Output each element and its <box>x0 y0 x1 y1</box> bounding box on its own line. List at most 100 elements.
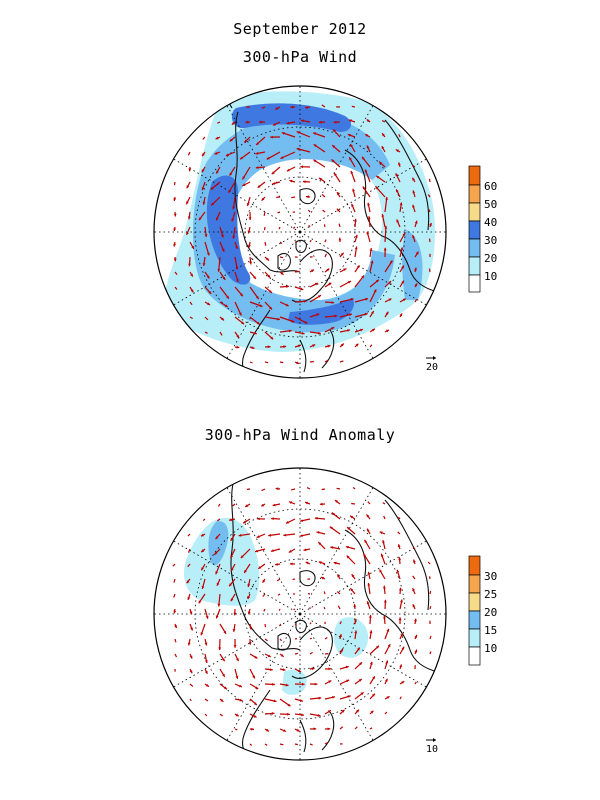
wind-vector-head <box>367 216 371 219</box>
wind-vector <box>278 608 281 611</box>
wind-vector <box>187 151 191 156</box>
wind-vector <box>292 578 296 581</box>
wind-vector-head <box>211 202 215 206</box>
wind-vector-head <box>249 261 253 265</box>
colorbar-label: 20 <box>484 252 497 265</box>
wind-vector-head <box>287 703 291 707</box>
wind-vector-head <box>359 662 362 666</box>
wind-vector-head <box>275 563 278 566</box>
wind-vector-head <box>239 684 242 688</box>
wind-vector-head <box>206 252 210 256</box>
wind-vector-head <box>204 660 208 663</box>
wind-vector-head <box>285 303 289 307</box>
wind-vector-head <box>270 336 274 340</box>
wind-vector-head <box>229 583 232 587</box>
wind-vector-head <box>204 234 208 237</box>
wind-vector-head <box>379 161 383 165</box>
wind-vector-head <box>401 265 404 269</box>
wind-vector-head <box>364 539 368 543</box>
wind-vector <box>187 533 191 537</box>
wind-vector-head <box>233 612 237 616</box>
wind-vector <box>264 241 267 246</box>
wind-vector-head <box>202 263 206 266</box>
wind-vector-head <box>398 617 402 621</box>
wind-vector-head <box>247 611 251 615</box>
wind-vector-head <box>341 709 345 713</box>
wind-vector-head <box>186 231 189 235</box>
wind-vector <box>412 546 416 550</box>
wind-vector-head <box>205 615 209 619</box>
wind-vector <box>204 331 208 334</box>
wind-vector-head <box>201 567 204 571</box>
wind-vector <box>324 253 327 258</box>
wind-vector-head <box>290 105 293 109</box>
wind-vector-head <box>191 245 194 249</box>
wind-vector-head <box>354 618 357 622</box>
wind-vector-head <box>328 680 332 684</box>
colorbar-label: 10 <box>484 642 497 655</box>
wind-vector-head <box>300 699 303 702</box>
wind-vector <box>174 638 177 643</box>
wind-vector-head <box>345 545 349 549</box>
wind-vector-head <box>231 218 235 222</box>
wind-vector-head <box>202 201 206 205</box>
wind-vector-head <box>241 321 245 325</box>
wind-vector <box>294 270 300 273</box>
wind-vector-head <box>367 202 370 206</box>
wind-vector <box>351 105 356 108</box>
colorbar-anomaly: 10 15 20 25 30 <box>468 555 497 666</box>
wind-vector-head <box>240 555 244 559</box>
wind-vector-head <box>201 187 205 191</box>
wind-vector-head <box>337 192 340 196</box>
wind-vector <box>189 698 192 702</box>
wind-vector <box>189 316 193 320</box>
wind-vector-head <box>244 569 247 573</box>
wind-vector <box>384 711 388 715</box>
wind-vector <box>291 196 296 199</box>
wind-vector-head <box>338 237 342 241</box>
wind-vector-head <box>291 319 295 323</box>
wind-vector-head <box>365 134 369 137</box>
wind-vector-head <box>331 327 335 330</box>
wind-vector-head <box>399 313 403 317</box>
wind-vector <box>339 726 344 730</box>
wind-vector-head <box>221 317 224 321</box>
colorbar-label: 15 <box>484 624 497 637</box>
wind-vector-head <box>327 727 331 731</box>
wind-vector-head <box>205 684 209 687</box>
wind-vector-head <box>367 528 370 532</box>
wind-vector-head <box>186 201 189 205</box>
wind-vector-head <box>283 533 287 537</box>
wind-vector-head <box>318 295 321 298</box>
colorbar-label: 25 <box>484 588 497 601</box>
wind-vector-head <box>248 217 252 220</box>
wind-vector-head <box>388 298 392 302</box>
wind-vector-head <box>381 214 385 217</box>
wind-vector-head <box>329 526 333 530</box>
wind-vector-head <box>363 553 366 557</box>
wind-vector-head <box>286 285 289 288</box>
wind-vector-head <box>289 562 293 566</box>
wind-vector-head <box>269 306 272 310</box>
wind-vector-head <box>280 272 284 275</box>
wind-vector-head <box>348 119 352 123</box>
map-boundary <box>153 85 447 379</box>
wind-vector-head <box>229 172 233 176</box>
wind-vector-head <box>339 634 342 638</box>
wind-vector-head <box>235 246 238 249</box>
wind-vector <box>204 713 208 717</box>
wind-vector-head <box>301 682 305 686</box>
wind-vector-head <box>370 260 374 264</box>
wind-vector <box>352 486 356 490</box>
wind-vector <box>351 502 356 505</box>
wind-vector-head <box>313 727 317 731</box>
wind-vector <box>309 239 312 243</box>
wind-vector-head <box>285 683 289 687</box>
wind-vector-head <box>256 535 260 538</box>
wind-vector <box>412 164 416 168</box>
wind-vector-head <box>269 668 273 671</box>
wind-vector <box>323 591 326 595</box>
wind-vector-head <box>386 628 390 632</box>
wind-vector <box>429 590 432 595</box>
wind-vector-head <box>255 166 259 169</box>
